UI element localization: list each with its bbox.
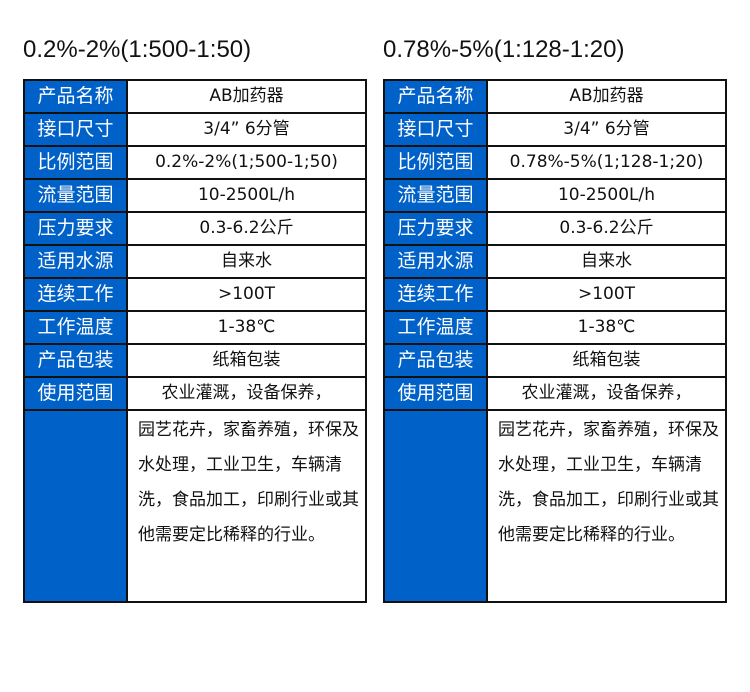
usage-continued-row: 园艺花卉，家畜养殖，环保及水处理，工业卫生，车辆清洗，食品加工，印刷行业或其他需… bbox=[383, 409, 727, 603]
spec-value: 自来水 bbox=[486, 244, 727, 279]
spec-label: 工作温度 bbox=[383, 310, 488, 345]
spec-row: 比例范围 0.2%-2%(1;500-1;50) bbox=[23, 145, 367, 180]
spec-row: 工作温度 1-38℃ bbox=[23, 310, 367, 345]
spec-label: 接口尺寸 bbox=[383, 112, 488, 147]
spec-value: >100T bbox=[126, 277, 367, 312]
spec-label: 流量范围 bbox=[383, 178, 488, 213]
spec-row: 工作温度 1-38℃ bbox=[383, 310, 727, 345]
spec-row: 流量范围 10-2500L/h bbox=[23, 178, 367, 213]
spec-value: 0.3-6.2公斤 bbox=[486, 211, 727, 246]
spec-row: 产品名称 AB加药器 bbox=[23, 79, 367, 114]
spec-row: 产品包装 纸箱包装 bbox=[383, 343, 727, 378]
spec-label: 比例范围 bbox=[383, 145, 488, 180]
spec-value: 0.78%-5%(1;128-1;20) bbox=[486, 145, 727, 180]
spec-value: 1-38℃ bbox=[126, 310, 367, 345]
spec-row: 产品包装 纸箱包装 bbox=[23, 343, 367, 378]
right-spec-table: 产品名称 AB加药器 接口尺寸 3/4” 6分管 比例范围 0.78%-5%(1;128-… bbox=[383, 79, 727, 603]
spec-label: 产品名称 bbox=[383, 79, 488, 114]
spec-label: 使用范围 bbox=[383, 376, 488, 411]
spec-value: 10-2500L/h bbox=[486, 178, 727, 213]
spec-label: 使用范围 bbox=[23, 376, 128, 411]
spec-row: 接口尺寸 3/4” 6分管 bbox=[23, 112, 367, 147]
spec-label: 工作温度 bbox=[23, 310, 128, 345]
usage-continued-text: 园艺花卉，家畜养殖，环保及水处理，工业卫生，车辆清洗，食品加工，印刷行业或其他需… bbox=[126, 409, 367, 603]
spec-row: 产品名称 AB加药器 bbox=[383, 79, 727, 114]
spec-label: 压力要求 bbox=[23, 211, 128, 246]
spec-value: >100T bbox=[486, 277, 727, 312]
spec-label: 接口尺寸 bbox=[23, 112, 128, 147]
left-spec-table: 产品名称 AB加药器 接口尺寸 3/4” 6分管 比例范围 0.2%-2%(1;500-1… bbox=[23, 79, 367, 603]
usage-continued-row: 园艺花卉，家畜养殖，环保及水处理，工业卫生，车辆清洗，食品加工，印刷行业或其他需… bbox=[23, 409, 367, 603]
spec-value: 农业灌溉，设备保养， bbox=[126, 376, 367, 411]
spec-row: 适用水源 自来水 bbox=[383, 244, 727, 279]
spec-value: 3/4” 6分管 bbox=[126, 112, 367, 147]
spec-label: 产品包装 bbox=[23, 343, 128, 378]
spec-value: 0.3-6.2公斤 bbox=[126, 211, 367, 246]
spec-row: 使用范围 农业灌溉，设备保养， bbox=[383, 376, 727, 411]
spec-label: 流量范围 bbox=[23, 178, 128, 213]
spec-label: 适用水源 bbox=[383, 244, 488, 279]
spec-value: 纸箱包装 bbox=[126, 343, 367, 378]
blank-label bbox=[23, 409, 128, 603]
usage-continued-text: 园艺花卉，家畜养殖，环保及水处理，工业卫生，车辆清洗，食品加工，印刷行业或其他需… bbox=[486, 409, 727, 603]
spec-value: 纸箱包装 bbox=[486, 343, 727, 378]
spec-label: 比例范围 bbox=[23, 145, 128, 180]
spec-label: 产品包装 bbox=[383, 343, 488, 378]
spec-value: AB加药器 bbox=[486, 79, 727, 114]
spec-value: 1-38℃ bbox=[486, 310, 727, 345]
blank-label bbox=[383, 409, 488, 603]
left-table-title: 0.2%-2%(1:500-1:50) bbox=[23, 36, 252, 63]
spec-row: 使用范围 农业灌溉，设备保养， bbox=[23, 376, 367, 411]
spec-label: 适用水源 bbox=[23, 244, 128, 279]
spec-row: 比例范围 0.78%-5%(1;128-1;20) bbox=[383, 145, 727, 180]
spec-row: 适用水源 自来水 bbox=[23, 244, 367, 279]
spec-label: 连续工作 bbox=[383, 277, 488, 312]
spec-value: 10-2500L/h bbox=[126, 178, 367, 213]
spec-row: 接口尺寸 3/4” 6分管 bbox=[383, 112, 727, 147]
right-table-title: 0.78%-5%(1:128-1:20) bbox=[383, 36, 625, 63]
spec-label: 产品名称 bbox=[23, 79, 128, 114]
spec-value: 农业灌溉，设备保养， bbox=[486, 376, 727, 411]
spec-row: 压力要求 0.3-6.2公斤 bbox=[23, 211, 367, 246]
spec-label: 压力要求 bbox=[383, 211, 488, 246]
spec-value: AB加药器 bbox=[126, 79, 367, 114]
spec-row: 连续工作 >100T bbox=[23, 277, 367, 312]
spec-value: 0.2%-2%(1;500-1;50) bbox=[126, 145, 367, 180]
spec-row: 压力要求 0.3-6.2公斤 bbox=[383, 211, 727, 246]
spec-value: 自来水 bbox=[126, 244, 367, 279]
spec-row: 连续工作 >100T bbox=[383, 277, 727, 312]
spec-label: 连续工作 bbox=[23, 277, 128, 312]
spec-row: 流量范围 10-2500L/h bbox=[383, 178, 727, 213]
spec-value: 3/4” 6分管 bbox=[486, 112, 727, 147]
